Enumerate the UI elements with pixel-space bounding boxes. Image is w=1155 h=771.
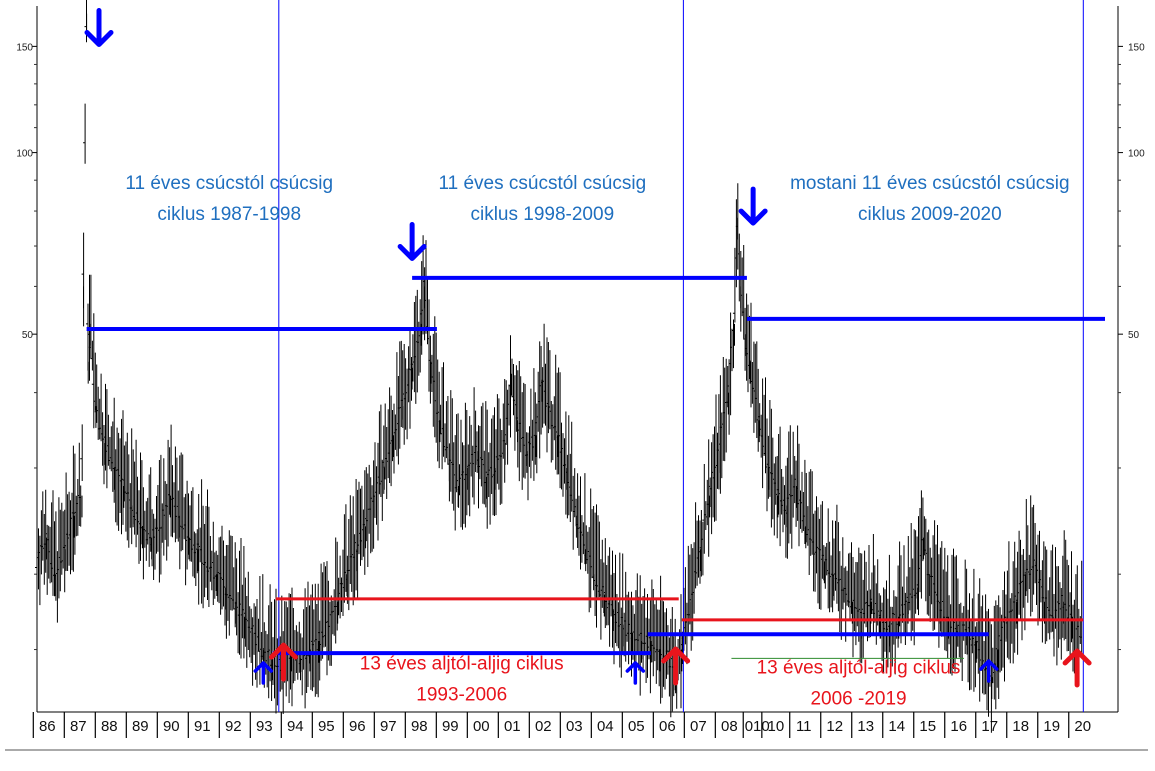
x-tick-label: 10 — [767, 718, 784, 735]
arrow-shape — [1062, 648, 1092, 688]
annotation-text: 13 éves aljtól-aljig ciklus — [757, 657, 961, 678]
x-tick-label: 97 — [380, 718, 397, 735]
x-tick-label: 16 — [950, 718, 967, 735]
x-tick-label: 08 — [721, 718, 738, 735]
annotation-text: ciklus 1998-2009 — [470, 204, 614, 225]
cycle-annotations: 11 éves csúcstól csúcsig ciklus 1987-1998… — [125, 173, 1069, 709]
x-tick-label: 91 — [194, 718, 211, 735]
x-tick-label: 86 — [39, 718, 56, 735]
up-arrow-icon — [253, 661, 274, 685]
x-tick-label: 89 — [132, 718, 149, 735]
up-arrow-icon — [1062, 648, 1092, 688]
x-tick-label: 05 — [628, 718, 645, 735]
y-tick-label-left: 150 — [16, 42, 33, 53]
x-tick-label: 01 — [504, 718, 521, 735]
down-arrow-icon — [397, 221, 427, 261]
arrow-shape — [978, 659, 999, 683]
x-tick-label: 99 — [442, 718, 459, 735]
cycle-overlays — [84, 0, 1105, 712]
down-arrow-icon — [738, 186, 768, 226]
up-arrow-icon — [661, 646, 691, 686]
y-tick-label-left: 50 — [22, 330, 34, 341]
x-tick-label: 06 — [659, 718, 676, 735]
annotation-text: 2006 -2019 — [810, 688, 906, 709]
x-tick-label: 15 — [919, 718, 936, 735]
down-arrow-icon — [84, 8, 114, 48]
annotation-text: 13 éves aljtól-aljig ciklus — [360, 653, 564, 674]
annotation-text: ciklus 1987-1998 — [157, 204, 301, 225]
price-series — [35, 0, 1083, 733]
x-tick-label: 00 — [473, 718, 490, 735]
x-tick-label: 12 — [826, 718, 843, 735]
x-tick-label: 88 — [101, 718, 118, 735]
price-series-line — [35, 0, 1083, 733]
arrow-shape — [625, 661, 646, 685]
up-arrow-icon — [978, 659, 999, 683]
x-tick-label: 90 — [163, 718, 180, 735]
x-tick-label: 17 — [981, 718, 998, 735]
annotation-text: 11 éves csúcstól csúcsig — [438, 173, 646, 194]
arrow-shape — [661, 646, 691, 686]
x-tick-label: 19 — [1043, 718, 1060, 735]
up-arrow-icon — [268, 642, 298, 682]
y-tick-label-left: 100 — [16, 149, 33, 160]
x-tick-label: 03 — [566, 718, 583, 735]
x-tick-label: 010 — [745, 718, 770, 735]
x-tick-label: 92 — [225, 718, 242, 735]
arrow-shape — [738, 186, 768, 226]
x-tick-label: 04 — [597, 718, 614, 735]
arrow-shape — [397, 221, 427, 261]
arrow-shape — [268, 642, 298, 682]
x-tick-label: 02 — [535, 718, 552, 735]
x-tick-label: 87 — [70, 718, 87, 735]
x-tick-label: 95 — [318, 718, 335, 735]
x-tick-label: 94 — [287, 718, 304, 735]
annotation-text: 11 éves csúcstól csúcsig — [125, 173, 333, 194]
x-tick-label: 14 — [888, 718, 905, 735]
annotation-text: mostani 11 éves csúcstól csúcsig — [790, 173, 1070, 194]
x-tick-label: 13 — [857, 718, 874, 735]
up-arrow-icon — [625, 661, 646, 685]
y-tick-label-right: 100 — [1128, 149, 1145, 160]
x-tick-label: 11 — [796, 718, 812, 735]
y-tick-label-right: 150 — [1128, 42, 1145, 53]
annotation-text: 1993-2006 — [416, 684, 507, 705]
x-tick-label: 07 — [690, 718, 707, 735]
arrow-shape — [84, 8, 114, 48]
arrow-shape — [253, 661, 274, 685]
annotation-text: ciklus 2009-2020 — [858, 204, 1002, 225]
x-tick-label: 20 — [1074, 718, 1091, 735]
y-tick-label-right: 50 — [1128, 330, 1140, 341]
x-tick-label: 96 — [349, 718, 366, 735]
x-tick-label: 98 — [411, 718, 428, 735]
x-tick-label: 18 — [1012, 718, 1029, 735]
x-tick-label: 93 — [256, 718, 273, 735]
